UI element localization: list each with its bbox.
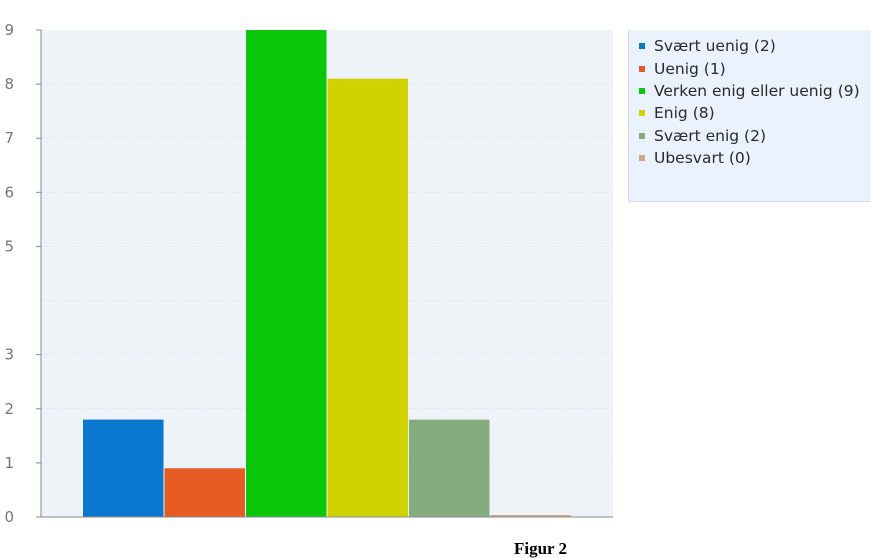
bar-6 (490, 515, 571, 517)
legend-swatch (639, 110, 645, 117)
legend-swatch (639, 155, 645, 162)
bar-5 (409, 419, 490, 517)
legend-item: Enig (8) (629, 102, 871, 124)
legend-label: Enig (8) (654, 104, 715, 123)
y-tick-label: 9 (4, 21, 14, 39)
bars (83, 30, 571, 517)
legend: Svært uenig (2) Uenig (1) Verken enig elle… (628, 30, 871, 202)
y-tick-label: 8 (4, 75, 14, 93)
gridlines (41, 83, 613, 464)
bar-4 (327, 78, 408, 517)
legend-item: Verken enig eller uenig (9) (629, 80, 871, 102)
y-tick-label: 1 (4, 454, 14, 472)
legend-label: Ubesvart (0) (654, 149, 751, 168)
legend-item: Svært enig (2) (629, 125, 871, 147)
y-tick-label: 3 (4, 346, 14, 364)
bar-3 (246, 30, 327, 517)
legend-swatch (639, 43, 645, 50)
legend-item: Ubesvart (0) (629, 147, 871, 169)
legend-swatch (639, 132, 645, 139)
bar-1 (83, 419, 164, 517)
legend-label: Verken enig eller uenig (9) (654, 81, 860, 100)
y-tick-label: 6 (4, 183, 14, 201)
legend-label: Uenig (1) (654, 59, 726, 78)
legend-swatch (639, 87, 645, 94)
y-tick-label: 5 (4, 237, 14, 255)
legend-label: Svært enig (2) (654, 126, 766, 145)
y-tick-label: 7 (4, 129, 14, 147)
y-tick-label: 2 (4, 400, 14, 418)
legend-item: Uenig (1) (629, 57, 871, 79)
legend-swatch (639, 65, 645, 72)
legend-item: Svært uenig (2) (629, 35, 871, 57)
figure-caption: Figur 2 (512, 537, 634, 558)
legend-label: Svært uenig (2) (654, 37, 776, 56)
bar-2 (164, 468, 245, 517)
y-tick-label: 0 (4, 508, 14, 526)
y-axis-ticks: 0 1 2 3 5 6 7 8 9 (4, 21, 41, 526)
